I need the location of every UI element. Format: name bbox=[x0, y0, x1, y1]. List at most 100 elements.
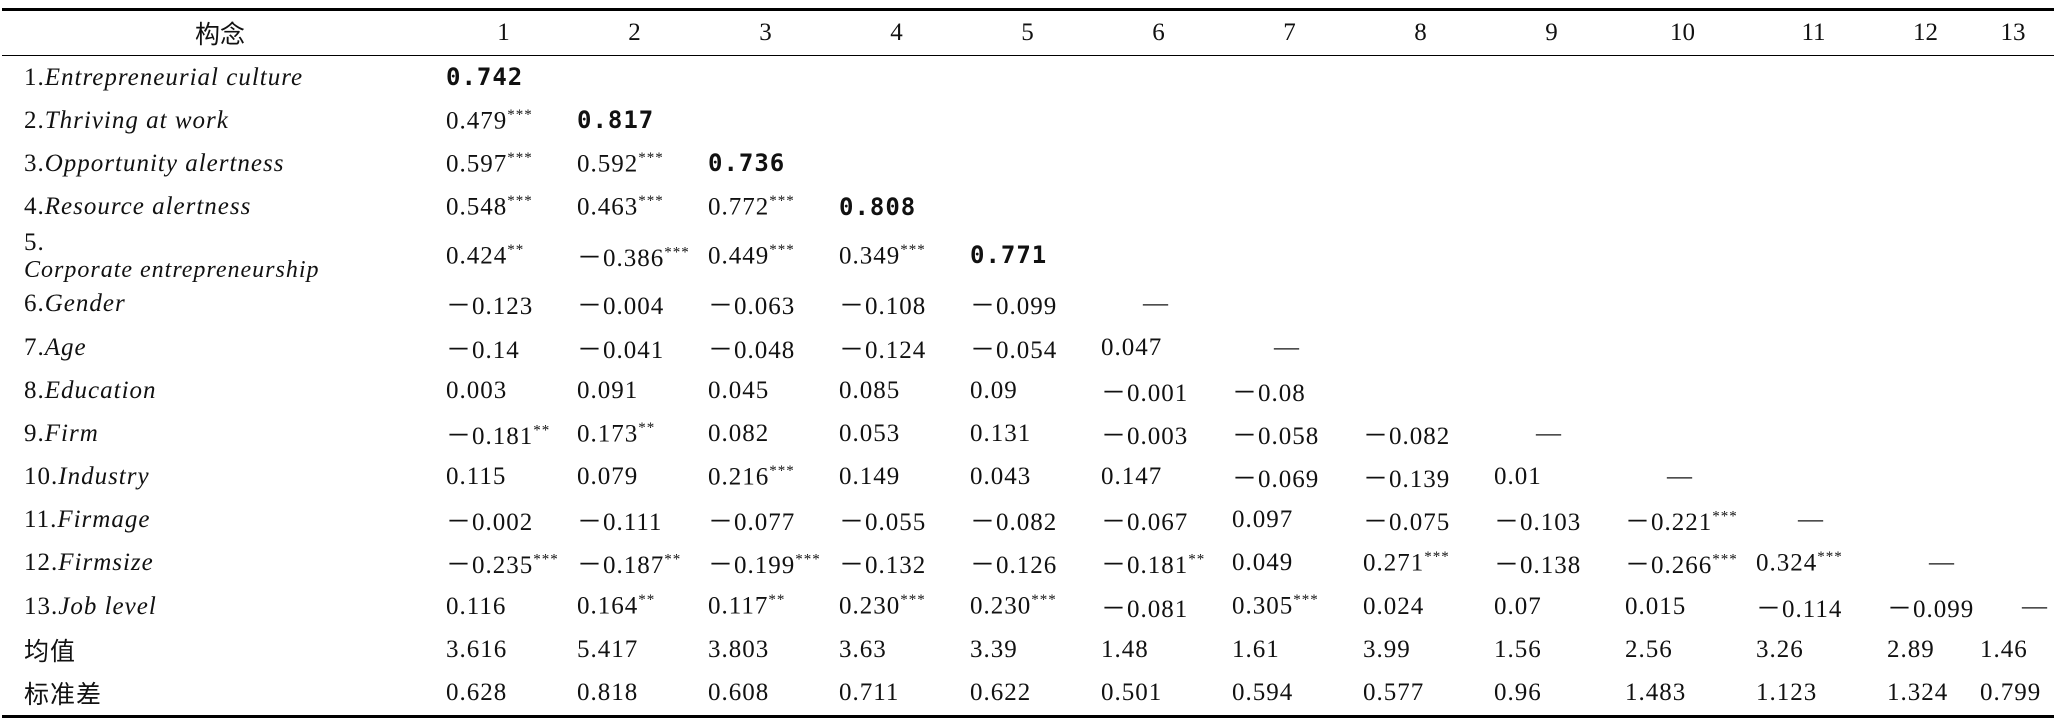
table-row: 8.Education 0.003 0.091 0.045 0.085 0.09 －0.00… bbox=[2, 369, 2054, 412]
value-cell bbox=[1617, 229, 1748, 283]
significance: *** bbox=[664, 244, 690, 261]
value-cell bbox=[1972, 326, 2054, 369]
construct-name: Gender bbox=[44, 290, 126, 318]
cell-value: －0.058 bbox=[1232, 422, 1320, 450]
value-cell bbox=[1486, 326, 1617, 369]
significance: *** bbox=[507, 192, 533, 209]
cell-value: －0.055 bbox=[839, 509, 927, 537]
cell-value: 0.324 bbox=[1756, 549, 1818, 577]
value-cell: －0.138 bbox=[1486, 542, 1617, 585]
value-cell: 1.483 bbox=[1617, 671, 1748, 716]
value-cell: 0.164** bbox=[569, 585, 700, 628]
value-cell: －0.199*** bbox=[700, 542, 831, 585]
value-cell: －0.235*** bbox=[438, 542, 569, 585]
value-cell: 0.349*** bbox=[831, 229, 962, 283]
construct-name: Age bbox=[44, 333, 87, 361]
value-cell bbox=[1224, 229, 1355, 283]
construct-name: Industry bbox=[58, 463, 150, 491]
row-number: 8. bbox=[24, 376, 45, 404]
value-cell bbox=[831, 99, 962, 142]
value-cell bbox=[1224, 56, 1355, 100]
value-cell bbox=[1617, 369, 1748, 412]
table-row: 10.Industry 0.115 0.079 0.216*** 0.149 0.043 0… bbox=[2, 456, 2054, 499]
cell-value: 0.818 bbox=[577, 679, 639, 707]
cell-value: －0.103 bbox=[1494, 509, 1582, 537]
value-cell: 0.149 bbox=[831, 456, 962, 499]
value-cell: －0.082 bbox=[962, 499, 1093, 542]
cell-value: 0.772 bbox=[708, 193, 770, 221]
value-cell bbox=[962, 99, 1093, 142]
value-cell bbox=[1972, 56, 2054, 100]
row-label: 13.Job level bbox=[2, 585, 438, 628]
significance: *** bbox=[1424, 549, 1450, 566]
value-cell bbox=[1972, 369, 2054, 412]
value-cell: 0.771 bbox=[962, 229, 1093, 283]
cell-value: －0.108 bbox=[839, 293, 927, 321]
value-cell: 0.772*** bbox=[700, 186, 831, 229]
value-cell: 0.015 bbox=[1617, 585, 1748, 628]
table-row: 3.Opportunity alertness 0.597*** 0.592*** 0… bbox=[2, 142, 2054, 185]
table-row: 1.Entrepreneurial culture 0.742 bbox=[2, 56, 2054, 100]
cell-value: — bbox=[2022, 592, 2048, 620]
table-row: 2.Thriving at work 0.479*** 0.817 bbox=[2, 99, 2054, 142]
cell-value: 0.577 bbox=[1363, 679, 1425, 707]
cell-value: 0.479 bbox=[446, 106, 508, 134]
value-cell: －0.181** bbox=[1093, 542, 1224, 585]
cell-value: －0.004 bbox=[577, 293, 665, 321]
row-label: 6.Gender bbox=[2, 283, 438, 326]
value-cell: －0.041 bbox=[569, 326, 700, 369]
cell-value: 0.305 bbox=[1232, 592, 1294, 620]
value-cell bbox=[962, 142, 1093, 185]
cell-value: 0.07 bbox=[1494, 592, 1542, 620]
value-cell: －0.067 bbox=[1093, 499, 1224, 542]
header-cell: 10 bbox=[1617, 9, 1748, 56]
value-cell: －0.054 bbox=[962, 326, 1093, 369]
significance: ** bbox=[1188, 552, 1206, 569]
header-cell: 3 bbox=[700, 9, 831, 56]
value-cell bbox=[1355, 56, 1486, 100]
significance: *** bbox=[507, 149, 533, 166]
row-label: 5. Corporate entrepreneurship bbox=[2, 229, 438, 283]
cell-value: 3.39 bbox=[970, 635, 1018, 663]
value-cell bbox=[1224, 142, 1355, 185]
value-cell bbox=[1879, 56, 1972, 100]
value-cell bbox=[1355, 283, 1486, 326]
value-cell bbox=[1879, 142, 1972, 185]
row-label: 3.Opportunity alertness bbox=[2, 142, 438, 185]
value-cell: 1.46 bbox=[1972, 628, 2054, 671]
cell-value: 0.085 bbox=[839, 376, 901, 404]
cell-value: 0.216 bbox=[708, 463, 770, 491]
cell-value: －0.099 bbox=[970, 293, 1058, 321]
value-cell bbox=[1879, 456, 1972, 499]
diagonal-value: 0.742 bbox=[446, 63, 524, 92]
value-cell: －0.055 bbox=[831, 499, 962, 542]
significance: *** bbox=[533, 552, 559, 569]
value-cell: 0.003 bbox=[438, 369, 569, 412]
significance: ** bbox=[664, 552, 682, 569]
value-cell: 0.808 bbox=[831, 186, 962, 229]
cell-value: — bbox=[1929, 549, 1955, 577]
value-cell bbox=[1093, 142, 1224, 185]
value-cell: 0.799 bbox=[1972, 671, 2054, 716]
value-cell: 0.449*** bbox=[700, 229, 831, 283]
cell-value: 2.56 bbox=[1625, 635, 1673, 663]
value-cell: －0.081 bbox=[1093, 585, 1224, 628]
value-cell: 0.628 bbox=[438, 671, 569, 716]
header-cell: 构念 bbox=[2, 9, 438, 56]
value-cell: 0.091 bbox=[569, 369, 700, 412]
value-cell bbox=[1093, 229, 1224, 283]
significance: ** bbox=[533, 422, 551, 439]
value-cell bbox=[1486, 283, 1617, 326]
diagonal-value: 0.817 bbox=[577, 106, 655, 135]
header-cell: 5 bbox=[962, 9, 1093, 56]
value-cell bbox=[1224, 283, 1355, 326]
value-cell bbox=[1617, 142, 1748, 185]
value-cell bbox=[962, 186, 1093, 229]
value-cell: 0.116 bbox=[438, 585, 569, 628]
header-cell: 12 bbox=[1879, 9, 1972, 56]
correlation-table: 构念 1 2 3 4 5 6 7 8 9 10 11 12 13 1.Entrepreneurial cu… bbox=[2, 8, 2054, 718]
value-cell: 0.230*** bbox=[962, 585, 1093, 628]
cell-value: －0.077 bbox=[708, 509, 796, 537]
value-cell: 3.803 bbox=[700, 628, 831, 671]
cell-value: 0.045 bbox=[708, 376, 770, 404]
